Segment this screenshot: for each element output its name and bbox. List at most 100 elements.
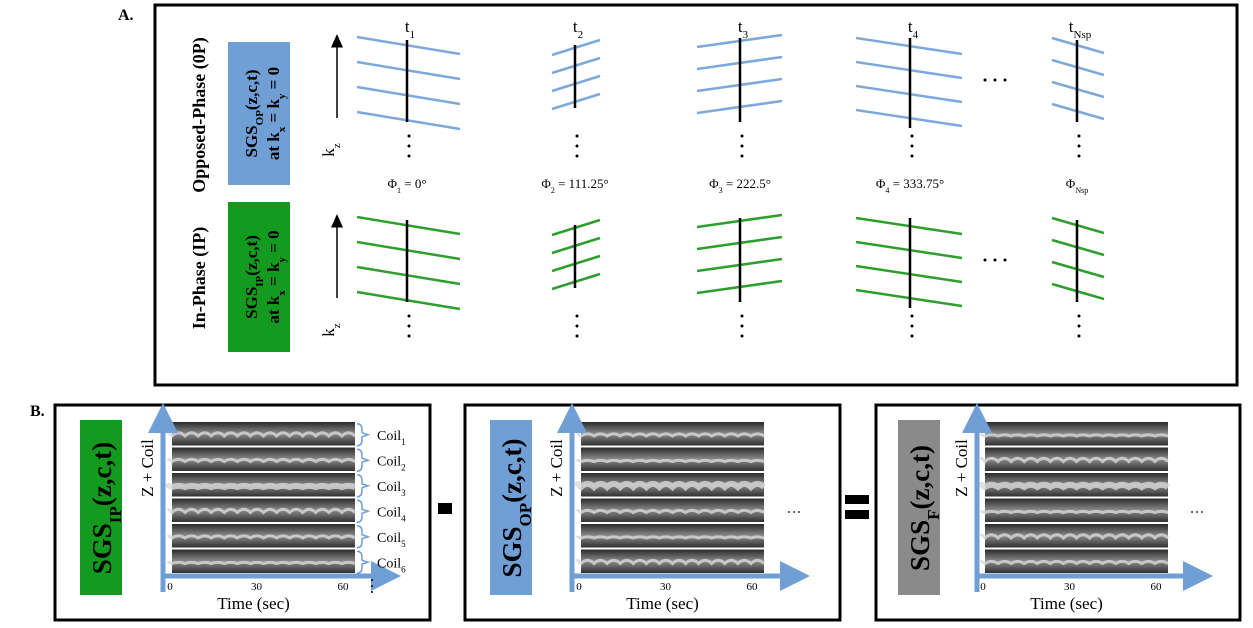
- coil-label: Coil5: [377, 531, 406, 549]
- subscript: OP: [516, 503, 535, 527]
- text-part: Φ: [1066, 176, 1076, 191]
- subscript: 4: [401, 513, 406, 523]
- text-part: = 0°: [401, 176, 427, 191]
- x-axis-label: Time (sec): [1030, 594, 1103, 613]
- kspace-line: [357, 87, 460, 104]
- x-tick-label: 0: [167, 581, 173, 593]
- vdots: [408, 335, 411, 338]
- image-strip: [581, 524, 764, 548]
- vdots: [1078, 155, 1081, 158]
- time-label: t3: [738, 17, 749, 41]
- time-label: t2: [573, 17, 583, 41]
- image-wave: [982, 511, 1168, 512]
- vdots: [1078, 135, 1081, 138]
- phase-label: Φ4 = 333.75°: [876, 176, 944, 195]
- subscript: 2: [578, 29, 584, 41]
- image-wave: [578, 560, 764, 563]
- subscript: z: [331, 143, 343, 148]
- kspace-line: [357, 292, 460, 309]
- subscript: 3: [401, 488, 406, 498]
- x-tick-label: 0: [576, 581, 582, 593]
- vdots: [911, 335, 914, 338]
- subscript: IP: [106, 506, 125, 523]
- image-wave: [578, 537, 764, 538]
- text-part: Coil: [377, 429, 401, 444]
- text-part: = 0: [264, 67, 283, 94]
- vdots: [576, 335, 579, 338]
- row-label: In-Phase (IP): [189, 227, 210, 330]
- image-wave: [982, 535, 1168, 538]
- panel-a-frame: [155, 5, 1237, 385]
- vdots: [408, 315, 411, 318]
- text-part: (z,c,t): [242, 70, 261, 111]
- x-axis-label: Time (sec): [217, 594, 290, 613]
- image-wave: [169, 433, 355, 436]
- image-wave: [578, 510, 764, 512]
- vdots: [911, 145, 914, 148]
- minus-sign: [438, 503, 452, 514]
- text-part: SGS: [905, 520, 935, 571]
- hdots: [984, 259, 987, 262]
- hdots: [1196, 511, 1198, 513]
- vdots: [576, 135, 579, 138]
- x-tick-label: 0: [980, 581, 986, 593]
- text-part: SGS: [497, 527, 527, 578]
- x-axis-label: Time (sec): [626, 594, 699, 613]
- image-wave: [982, 485, 1168, 487]
- coil-label: Coil4: [377, 505, 406, 523]
- vdots: [741, 145, 744, 148]
- hdots: [1201, 511, 1203, 513]
- time-label: t1: [405, 17, 415, 41]
- text-part: SGS: [242, 287, 261, 319]
- hdots: [798, 511, 800, 513]
- image-strip: [985, 422, 1168, 446]
- text-part: Φ: [541, 176, 551, 191]
- text-part: = k: [264, 262, 283, 290]
- text-part: Coil: [377, 480, 401, 495]
- vdots: [1078, 315, 1081, 318]
- text-part: Φ: [387, 176, 397, 191]
- text-part: (z,c,t): [242, 235, 261, 276]
- text-part: Coil: [377, 556, 401, 571]
- hdots: [788, 511, 790, 513]
- axis-label: kz: [319, 143, 343, 157]
- image-wave: [578, 460, 764, 461]
- image-wave: [169, 536, 355, 538]
- image-wave: [169, 562, 355, 563]
- kspace-line: [357, 242, 460, 259]
- hdots: [1004, 79, 1007, 82]
- phase-label: ΦNsp: [1066, 176, 1088, 195]
- hdots: [984, 79, 987, 82]
- text-part: SGS: [242, 125, 261, 157]
- subscript: 2: [401, 462, 406, 472]
- text-part: (z,c,t): [497, 438, 527, 502]
- vdots: [1078, 335, 1081, 338]
- image-wave: [169, 486, 355, 487]
- vdots: [408, 145, 411, 148]
- vdots: [741, 155, 744, 158]
- text-part: = 0: [264, 230, 283, 257]
- vdots: [911, 315, 914, 318]
- text-part: SGS: [87, 523, 117, 574]
- subscript: F: [924, 510, 943, 520]
- phase-label: Φ3 = 222.5°: [709, 176, 771, 195]
- text-part: (z,c,t): [905, 445, 935, 509]
- coil-bracket: [357, 449, 368, 471]
- kspace-line: [357, 62, 460, 79]
- time-label: t4: [908, 17, 919, 41]
- image-wave: [169, 509, 355, 512]
- vdots: [1078, 145, 1081, 148]
- vdots: [408, 325, 411, 328]
- vdots: [408, 155, 411, 158]
- panel-label: B.: [30, 403, 45, 420]
- x-tick-label: 30: [251, 581, 263, 593]
- coil-label: Coil3: [377, 480, 406, 498]
- subscript: Nsp: [1075, 186, 1088, 195]
- text-part: Φ: [876, 176, 886, 191]
- vdots: [371, 579, 373, 581]
- hdots: [994, 259, 997, 262]
- text-part: at k: [264, 295, 283, 323]
- text-part: = 333.75°: [889, 176, 944, 191]
- hdots: [1191, 511, 1193, 513]
- image-strip: [985, 499, 1168, 523]
